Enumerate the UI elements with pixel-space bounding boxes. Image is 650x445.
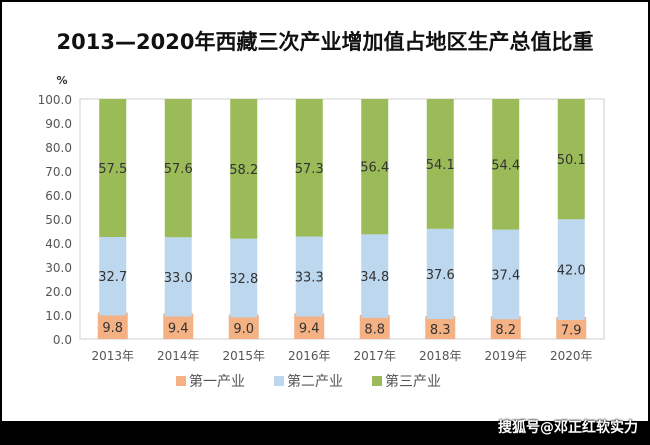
bar-segment-1	[228, 314, 259, 339]
bar-segment-1	[490, 316, 521, 339]
y-tick-label: 70.0	[45, 165, 72, 179]
bar-segment-1	[294, 313, 325, 339]
y-tick-label: 90.0	[45, 117, 72, 131]
x-tick-label: 2014年	[157, 349, 200, 363]
bar-segment-3	[492, 99, 520, 230]
y-tick-label: 60.0	[45, 189, 72, 203]
data-label: 37.6	[426, 268, 455, 283]
x-tick-label: 2017年	[353, 349, 396, 363]
watermark: 搜狐号@邓正红软实力	[498, 420, 638, 436]
data-label: 8.8	[364, 322, 385, 337]
data-label: 33.3	[295, 270, 324, 285]
bar-segment-1	[97, 312, 128, 339]
chart-title: 2013—2020年西藏三次产业增加值占地区生产总值比重	[56, 30, 594, 54]
legend-label: 第三产业	[385, 373, 441, 390]
y-tick-label: 40.0	[45, 237, 72, 251]
data-label: 50.1	[557, 153, 586, 168]
data-label: 9.0	[233, 322, 254, 337]
y-tick-label: 50.0	[45, 213, 72, 227]
x-tick-label: 2016年	[288, 349, 331, 363]
data-label: 9.4	[168, 322, 189, 337]
data-label: 58.2	[229, 163, 258, 178]
x-tick-label: 2020年	[550, 349, 593, 363]
legend-label: 第二产业	[287, 373, 343, 390]
bar-segment-3	[99, 99, 127, 237]
data-label: 54.4	[491, 158, 520, 173]
data-label: 8.3	[430, 323, 451, 338]
data-label: 32.8	[229, 272, 258, 287]
bar-segment-3	[361, 99, 389, 235]
bar-segment-2	[426, 228, 454, 320]
plot-area	[79, 98, 605, 340]
y-tick-label: 0.0	[53, 333, 72, 347]
x-tick-label: 2015年	[222, 349, 265, 363]
legend-swatch	[274, 376, 284, 386]
data-label: 42.0	[557, 264, 586, 279]
bottom-bar	[2, 421, 648, 443]
legend-swatch	[176, 376, 186, 386]
data-label: 54.1	[426, 158, 455, 173]
bar-segment-3	[164, 99, 192, 238]
bar-segment-2	[361, 234, 389, 318]
y-axis-unit: %	[56, 74, 67, 87]
y-tick-label: 100.0	[38, 93, 72, 107]
y-tick-label: 30.0	[45, 261, 72, 275]
bar-segment-2	[99, 237, 127, 316]
data-label: 32.7	[98, 270, 127, 285]
data-label: 57.5	[98, 162, 127, 177]
bar-segment-1	[359, 314, 390, 339]
data-label: 57.3	[295, 162, 324, 177]
data-label: 57.6	[164, 162, 193, 177]
y-tick-label: 80.0	[45, 141, 72, 155]
x-tick-label: 2018年	[419, 349, 462, 363]
data-label: 9.8	[102, 321, 123, 336]
legend-label: 第一产业	[189, 373, 245, 390]
bar-segment-3	[557, 99, 585, 220]
x-tick-label: 2013年	[91, 349, 134, 363]
bar-segment-2	[230, 238, 258, 318]
data-label: 34.8	[360, 270, 389, 285]
bar-segment-1	[163, 313, 194, 339]
data-label: 37.4	[491, 268, 520, 283]
bar-segment-3	[426, 99, 454, 229]
data-label: 33.0	[164, 271, 193, 286]
bar-segment-3	[295, 99, 323, 237]
data-label: 56.4	[360, 161, 389, 176]
legend-swatch	[372, 376, 382, 386]
bar-segment-2	[164, 237, 192, 317]
data-label: 8.2	[495, 323, 516, 338]
data-label: 9.4	[299, 322, 320, 337]
bar-segment-2	[557, 219, 585, 321]
bar-segment-1	[556, 317, 587, 339]
data-label: 7.9	[561, 324, 582, 339]
x-tick-label: 2019年	[484, 349, 527, 363]
bar-segment-2	[295, 236, 323, 317]
bar-segment-1	[425, 316, 456, 339]
bar-segment-3	[230, 99, 258, 239]
y-tick-label: 10.0	[45, 309, 72, 323]
bar-segment-2	[492, 229, 520, 320]
y-tick-label: 20.0	[45, 285, 72, 299]
